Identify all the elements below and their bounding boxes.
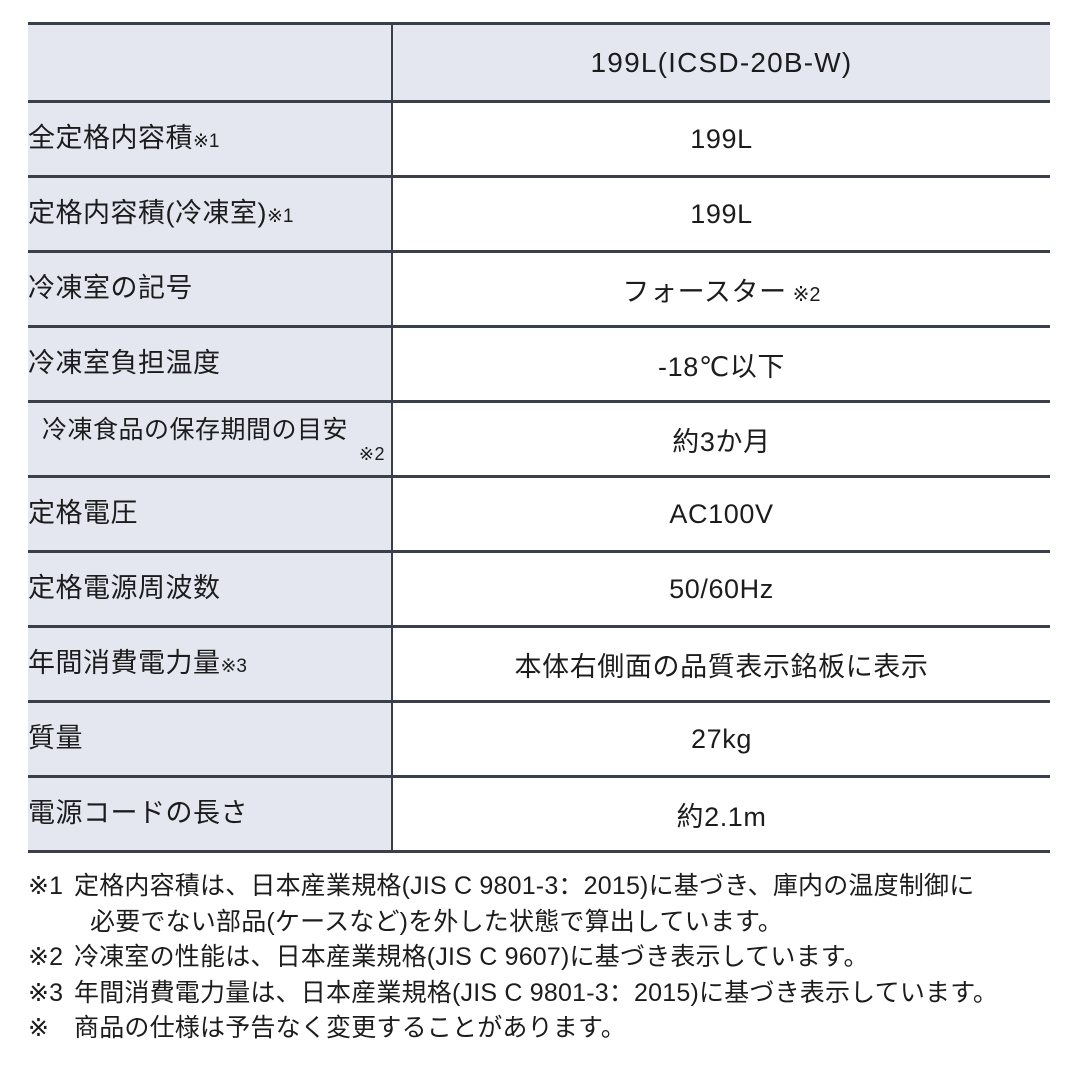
table-header-row: 199L(ICSD-20B-W) [28,23,1050,102]
row-value-cell: 本体右側面の品質表示銘板に表示 [392,626,1050,702]
footnote-text: 年間消費電力量は、日本産業規格(JIS C 9801-3：2015)に基づき表示… [74,978,999,1007]
row-label-text: 全定格内容積 [28,123,193,154]
table-row: 冷凍室の記号 フォースター ※2 [28,251,1050,327]
row-label-cell: 定格内容積(冷凍室)※1 [28,176,393,252]
footnotes-block: ※1 定格内容積は、日本産業規格(JIS C 9801-3：2015)に基づき、庫… [28,869,1050,1047]
row-value-text: フォースター [622,276,787,307]
row-value-cell: 199L [392,176,1050,252]
row-label-text: 冷凍室の記号 [28,273,193,304]
footnote-text: 必要でない部品(ケースなど)を外した状態で算出しています。 [90,907,783,936]
footnote-marker: ※3 [28,978,64,1007]
specification-table: 199L(ICSD-20B-W) 全定格内容積※1 199L 定格内容積(冷凍室)※… [28,22,1050,853]
footnote-line: ※2 冷凍室の性能は、日本産業規格(JIS C 9607)に基づき表示しています。 [28,940,1050,976]
row-value-text: 本体右側面の品質表示銘板に表示 [514,651,929,682]
table-row: 年間消費電力量※3 本体右側面の品質表示銘板に表示 [28,626,1050,702]
table-row: 定格電圧 AC100V [28,476,1050,552]
row-label-cell: 質量 [28,701,393,777]
row-label-footnote-marker: ※1 [266,206,294,228]
row-label-cell: 定格電圧 [28,476,393,552]
table-row: 定格電源周波数 50/60Hz [28,551,1050,627]
footnote-line: ※3 年間消費電力量は、日本産業規格(JIS C 9801-3：2015)に基づき… [28,976,1050,1012]
header-model-text: 199L(ICSD-20B-W) [590,46,853,78]
row-label-cell: 冷凍食品の保存期間の目安 ※2 [28,401,393,477]
row-value-text: 199L [690,198,753,229]
row-value-cell: 約2.1m [392,776,1050,852]
table-row: 質量 27kg [28,701,1050,777]
row-label-text: 電源コードの長さ [28,798,248,829]
footnote-line: ※ 商品の仕様は予告なく変更することがあります。 [28,1011,1050,1047]
row-value-cell: 27kg [392,701,1050,777]
row-label-text: 冷凍食品の保存期間の目安 [42,416,349,445]
table-row: 冷凍食品の保存期間の目安 ※2 約3か月 [28,401,1050,477]
header-label-cell [28,23,393,102]
row-value-cell: 約3か月 [392,401,1050,477]
row-value-footnote-marker: ※2 [792,283,821,306]
row-label-cell: 定格電源周波数 [28,551,393,627]
row-value-cell: AC100V [392,476,1050,552]
row-value-text: AC100V [669,498,774,529]
footnote-marker: ※1 [28,872,64,900]
row-label-cell: 冷凍室の記号 [28,251,393,327]
footnote-marker: ※2 [28,943,64,971]
row-value-text: 199L [690,123,753,154]
row-label-cell: 年間消費電力量※3 [28,626,393,702]
specification-table-body: 199L(ICSD-20B-W) 全定格内容積※1 199L 定格内容積(冷凍室)※… [28,23,1050,852]
row-value-cell: フォースター ※2 [392,251,1050,327]
row-value-text: 27kg [691,723,752,754]
row-value-text: 約3か月 [672,426,771,457]
row-value-cell: 50/60Hz [392,551,1050,627]
row-label-text: 年間消費電力量 [28,648,221,679]
row-value-text: 50/60Hz [669,573,774,604]
row-label-text: 冷凍室負担温度 [28,348,221,379]
row-value-cell: 199L [392,101,1050,177]
row-label-text: 定格電圧 [28,498,138,529]
footnote-line: ※1 定格内容積は、日本産業規格(JIS C 9801-3：2015)に基づき、庫… [28,869,1050,905]
table-row: 冷凍室負担温度 -18℃以下 [28,326,1050,402]
row-label-footnote-marker: ※1 [193,131,220,153]
row-label-text: 定格電源周波数 [28,573,221,604]
row-value-text: -18℃以下 [658,351,785,382]
row-label-text: 定格内容積(冷凍室) [28,198,267,229]
row-label-text: 質量 [28,723,83,754]
header-model-cell: 199L(ICSD-20B-W) [392,23,1050,102]
footnote-text: 冷凍室の性能は、日本産業規格(JIS C 9607)に基づき表示しています。 [74,943,869,971]
table-row: 全定格内容積※1 199L [28,101,1050,177]
footnote-marker: ※ [28,1014,50,1042]
table-row: 定格内容積(冷凍室)※1 199L [28,176,1050,252]
footnote-text: 定格内容積は、日本産業規格(JIS C 9801-3：2015)に基づき、庫内の… [74,872,975,900]
row-value-text: 約2.1m [676,801,767,832]
row-label-cell: 全定格内容積※1 [28,101,393,177]
row-label-footnote-marker: ※3 [220,656,248,678]
footnote-text: 商品の仕様は予告なく変更することがあります。 [74,1014,626,1042]
row-label-cell: 冷凍室負担温度 [28,326,393,402]
row-label-cell: 電源コードの長さ [28,776,393,852]
row-value-cell: -18℃以下 [392,326,1050,402]
footnote-line: 必要でない部品(ケースなど)を外した状態で算出しています。 [28,905,1050,941]
table-row: 電源コードの長さ 約2.1m [28,776,1050,852]
row-label-footnote-marker: ※2 [358,443,385,464]
